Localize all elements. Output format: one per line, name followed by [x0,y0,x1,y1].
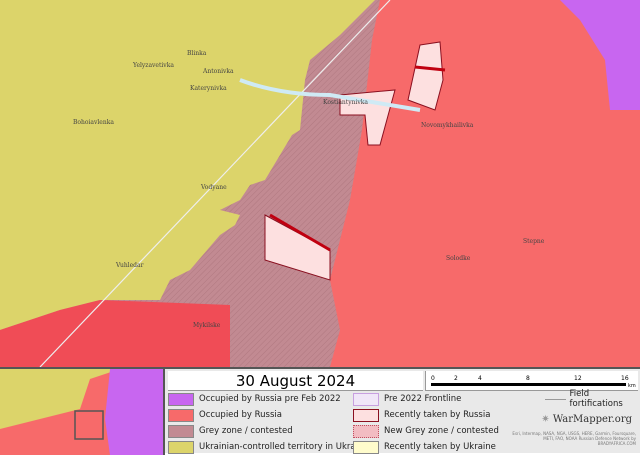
inset-extent-box [74,410,104,440]
road [39,0,391,368]
town-label: Yelyzavetivka [133,62,174,69]
svg-text:12: 12 [574,375,582,382]
legend-panel: 30 August 2024 0 2 4 8 12 16 km Occupied by Ru… [0,367,640,455]
brand-logo: ✷ WarMapper.org [541,414,632,425]
svg-text:km: km [628,383,636,389]
russia-pre2022-area [560,0,640,110]
legend-field-fortifications: Field fortifications [545,389,640,409]
advance-arrow [269,213,331,252]
legend-item: Pre 2022 Frontline [353,392,461,406]
town-label: Mykilske [193,322,221,329]
svg-text:16: 16 [621,375,629,382]
svg-text:8: 8 [526,375,530,382]
legend-item: Ukrainian-controlled territory in Ukrain… [168,440,369,454]
svg-text:0: 0 [431,375,435,382]
river [239,78,421,112]
ukraine-area [0,0,375,330]
town-label: Vodyane [201,184,227,191]
compass-icon: ✷ [541,414,553,425]
legend-item: Occupied by Russia pre Feb 2022 [168,392,341,406]
advance-arrow [414,65,446,72]
legend-item: Recently taken by Russia [353,408,490,422]
svg-text:4: 4 [478,375,482,382]
bottom-russia [0,300,230,367]
town-label: Katerynivka [190,85,227,92]
map-svg [0,0,640,368]
town-label: Bohoiavlenka [73,119,114,126]
map[interactable]: Blinka Yelyzavetivka Antonivka Kateryniv… [0,0,640,368]
legend-item: Grey zone / contested [168,424,293,438]
legend-item: Recently taken by Ukraine [353,440,496,454]
town-label: Blinka [187,50,207,57]
svg-text:2: 2 [454,375,458,382]
town-label: Vuhledar [116,262,144,269]
legend-item: New Grey zone / contested [353,424,499,438]
recent-russia-area [407,41,444,111]
inset-map [0,369,165,455]
town-label: Stepne [523,238,545,245]
town-label: Kostiantynivka [323,99,368,106]
map-date: 30 August 2024 [168,371,423,391]
town-label: Solodke [446,255,471,262]
town-label: Novomykhailivka [421,122,474,129]
town-label: Antonivka [203,68,234,75]
scale-bar: 0 2 4 8 12 16 km [425,371,638,391]
attribution: Esri, Intermap, NASA, NGA, USGS, HERE, G… [512,431,636,446]
legend-item: Occupied by Russia [168,408,282,422]
